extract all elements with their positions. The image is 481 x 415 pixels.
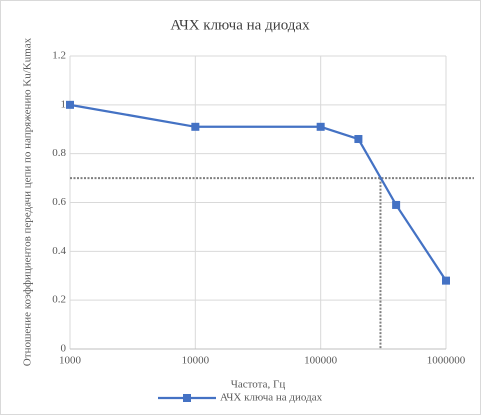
data-point bbox=[66, 100, 74, 109]
legend-label: АЧХ ключа на диодах bbox=[220, 392, 323, 404]
series-line bbox=[69, 103, 447, 282]
x-tick-label: 1000 bbox=[59, 355, 82, 367]
y-tick-label: 0.8 bbox=[52, 147, 66, 159]
data-point bbox=[191, 122, 200, 131]
x-tick-label: 10000 bbox=[182, 355, 210, 367]
data-point bbox=[354, 135, 363, 144]
y-tick-label: 0 bbox=[61, 343, 67, 355]
y-tick-label: 1 bbox=[61, 98, 67, 110]
legend-marker bbox=[183, 394, 191, 402]
chart-title: АЧХ ключа на диодах bbox=[170, 17, 310, 33]
y-tick-label: 0.2 bbox=[52, 294, 66, 306]
data-point bbox=[442, 276, 450, 285]
y-tick-label: 0.4 bbox=[52, 245, 66, 257]
x-tick-label: 100000 bbox=[304, 355, 338, 367]
y-axis-label: Отношение коэффициентов передачи цепи по… bbox=[22, 37, 34, 366]
data-point bbox=[316, 122, 325, 131]
y-tick-label: 0.6 bbox=[52, 196, 66, 208]
x-axis-label: Частота, Гц bbox=[231, 379, 286, 391]
data-point bbox=[392, 200, 401, 209]
x-tick-label: 1000000 bbox=[427, 355, 466, 367]
y-tick-label: 1.2 bbox=[52, 50, 66, 62]
